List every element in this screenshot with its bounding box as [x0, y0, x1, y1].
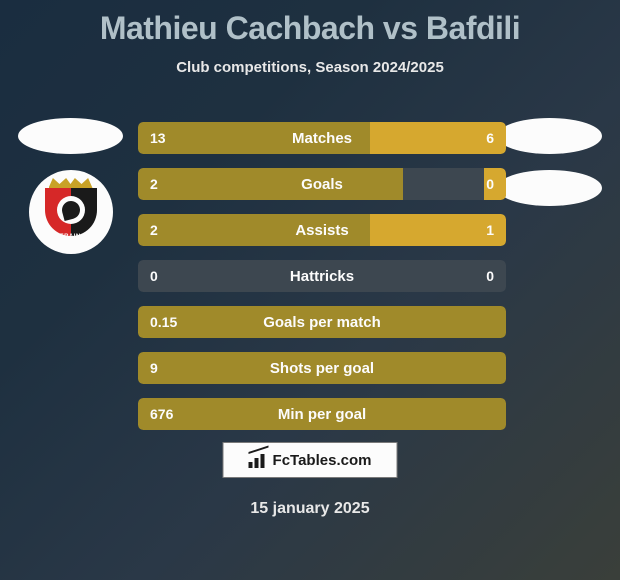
stat-value-right: 0 [486, 268, 494, 284]
fctables-brand-text: FcTables.com [273, 452, 372, 469]
stat-label: Shots per goal [270, 360, 374, 377]
stat-value-left: 13 [150, 130, 166, 146]
stat-bar-left [138, 168, 403, 200]
shield-icon: SERAING [45, 182, 97, 242]
stat-value-right: 1 [486, 222, 494, 238]
stat-row: 2 1 Assists [138, 214, 506, 246]
stat-row: 9 Shots per goal [138, 352, 506, 384]
stat-label: Matches [292, 130, 352, 147]
stat-value-left: 0.15 [150, 314, 177, 330]
club-name: SERAING [55, 234, 86, 240]
stats-bars-container: 13 6 Matches 2 0 Goals 2 1 Assists 0 0 Hattricks 0.1… [138, 122, 506, 444]
stat-row: 13 6 Matches [138, 122, 506, 154]
stat-label: Goals per match [263, 314, 381, 331]
stat-value-left: 2 [150, 176, 158, 192]
stat-label: Hattricks [290, 268, 354, 285]
stat-row: 0.15 Goals per match [138, 306, 506, 338]
left-player-column: SERAING [18, 118, 123, 254]
stat-label: Goals [301, 176, 343, 193]
right-player-column [497, 118, 602, 206]
stat-value-left: 676 [150, 406, 173, 422]
stat-value-right: 6 [486, 130, 494, 146]
page-date: 15 january 2025 [250, 500, 369, 518]
crown-icon [49, 178, 93, 188]
stat-value-right: 0 [486, 176, 494, 192]
club-badge-placeholder-right [497, 170, 602, 206]
player-photo-placeholder-right [497, 118, 602, 154]
stat-value-left: 2 [150, 222, 158, 238]
stat-value-left: 0 [150, 268, 158, 284]
fctables-logo: FcTables.com [223, 442, 398, 478]
stat-label: Assists [295, 222, 348, 239]
page-title: Mathieu Cachbach vs Bafdili [0, 0, 620, 47]
page-subtitle: Club competitions, Season 2024/2025 [0, 59, 620, 76]
bar-chart-icon [249, 452, 269, 468]
stat-value-left: 9 [150, 360, 158, 376]
stat-label: Min per goal [278, 406, 366, 423]
stat-row: 0 0 Hattricks [138, 260, 506, 292]
club-badge-left: SERAING [29, 170, 113, 254]
player-photo-placeholder-left [18, 118, 123, 154]
stat-row: 676 Min per goal [138, 398, 506, 430]
stat-row: 2 0 Goals [138, 168, 506, 200]
lion-icon [59, 199, 81, 221]
